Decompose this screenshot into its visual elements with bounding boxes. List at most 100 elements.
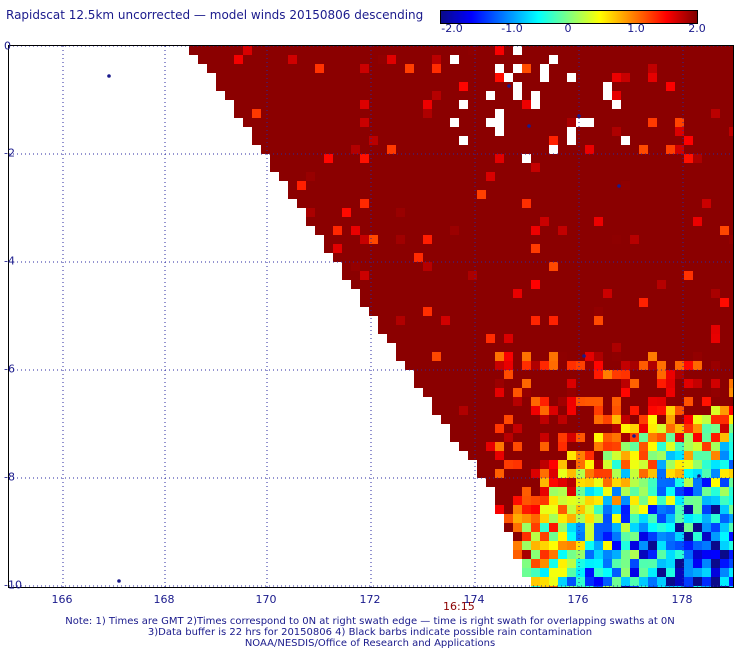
wind-cell	[666, 226, 675, 235]
wind-cell	[576, 82, 585, 91]
wind-cell	[531, 82, 540, 91]
wind-cell	[396, 271, 405, 280]
wind-cell	[675, 280, 684, 289]
wind-cell	[666, 415, 675, 424]
wind-cell	[603, 307, 612, 316]
wind-cell	[567, 145, 576, 154]
wind-cell	[729, 478, 733, 487]
wind-cell	[711, 127, 720, 136]
wind-cell	[720, 352, 729, 361]
wind-cell	[630, 181, 639, 190]
wind-cell	[495, 172, 504, 181]
wind-cell	[693, 334, 702, 343]
wind-cell	[657, 433, 666, 442]
wind-cell	[441, 235, 450, 244]
wind-cell	[531, 370, 540, 379]
wind-cell	[675, 163, 684, 172]
wind-cell	[711, 577, 720, 586]
wind-cell	[576, 226, 585, 235]
wind-cell	[369, 199, 378, 208]
wind-cell	[279, 118, 288, 127]
wind-cell	[576, 586, 585, 587]
wind-cell	[585, 163, 594, 172]
wind-cell	[540, 109, 549, 118]
wind-cell	[504, 379, 513, 388]
wind-cell	[576, 505, 585, 514]
wind-cell	[648, 532, 657, 541]
wind-cell	[621, 145, 630, 154]
wind-cell	[702, 478, 711, 487]
wind-cell	[450, 361, 459, 370]
wind-cell	[729, 154, 733, 163]
wind-cell	[513, 541, 522, 550]
wind-cell	[261, 73, 270, 82]
wind-cell	[639, 532, 648, 541]
wind-cell	[522, 181, 531, 190]
wind-cell	[450, 316, 459, 325]
wind-cell	[612, 46, 621, 55]
wind-cell	[585, 100, 594, 109]
wind-cell	[729, 523, 733, 532]
wind-cell	[639, 316, 648, 325]
wind-cell	[603, 460, 612, 469]
wind-cell	[621, 253, 630, 262]
wind-cell	[468, 397, 477, 406]
wind-cell	[720, 316, 729, 325]
wind-cell	[702, 271, 711, 280]
wind-cell	[495, 136, 504, 145]
island-marker	[507, 84, 511, 88]
wind-cell	[666, 199, 675, 208]
wind-cell	[243, 64, 252, 73]
wind-cell	[702, 586, 711, 587]
wind-cell	[630, 262, 639, 271]
wind-cell	[441, 208, 450, 217]
wind-cell	[639, 208, 648, 217]
wind-cell	[414, 55, 423, 64]
wind-cell	[549, 208, 558, 217]
wind-cell	[297, 46, 306, 55]
wind-cell	[486, 325, 495, 334]
wind-cell	[450, 379, 459, 388]
wind-cell	[711, 550, 720, 559]
wind-cell	[603, 127, 612, 136]
wind-cell	[630, 577, 639, 586]
wind-cell	[711, 352, 720, 361]
wind-cell	[603, 253, 612, 262]
wind-cell	[612, 514, 621, 523]
wind-cell	[621, 82, 630, 91]
wind-cell	[648, 325, 657, 334]
wind-cell	[612, 217, 621, 226]
wind-cell	[522, 235, 531, 244]
wind-cell	[540, 352, 549, 361]
wind-cell	[612, 73, 621, 82]
wind-cell	[702, 406, 711, 415]
wind-cell	[729, 64, 733, 73]
wind-cell	[612, 550, 621, 559]
wind-cell	[441, 55, 450, 64]
wind-cell	[459, 388, 468, 397]
wind-cell	[585, 487, 594, 496]
wind-cell	[513, 442, 522, 451]
wind-cell	[648, 190, 657, 199]
wind-cell	[531, 163, 540, 172]
wind-cell	[711, 424, 720, 433]
wind-cell	[576, 64, 585, 73]
wind-cell	[720, 478, 729, 487]
wind-cell	[630, 55, 639, 64]
wind-cell	[567, 577, 576, 586]
wind-cell	[450, 145, 459, 154]
wind-cell	[459, 334, 468, 343]
wind-cell	[495, 334, 504, 343]
wind-cell	[693, 136, 702, 145]
wind-cell	[729, 514, 733, 523]
wind-cell	[648, 136, 657, 145]
wind-cell	[621, 568, 630, 577]
wind-cell	[630, 514, 639, 523]
wind-cell	[657, 280, 666, 289]
wind-cell	[351, 100, 360, 109]
wind-cell	[558, 208, 567, 217]
wind-cell	[423, 244, 432, 253]
wind-cell	[477, 172, 486, 181]
wind-cell	[396, 307, 405, 316]
wind-cell	[720, 496, 729, 505]
